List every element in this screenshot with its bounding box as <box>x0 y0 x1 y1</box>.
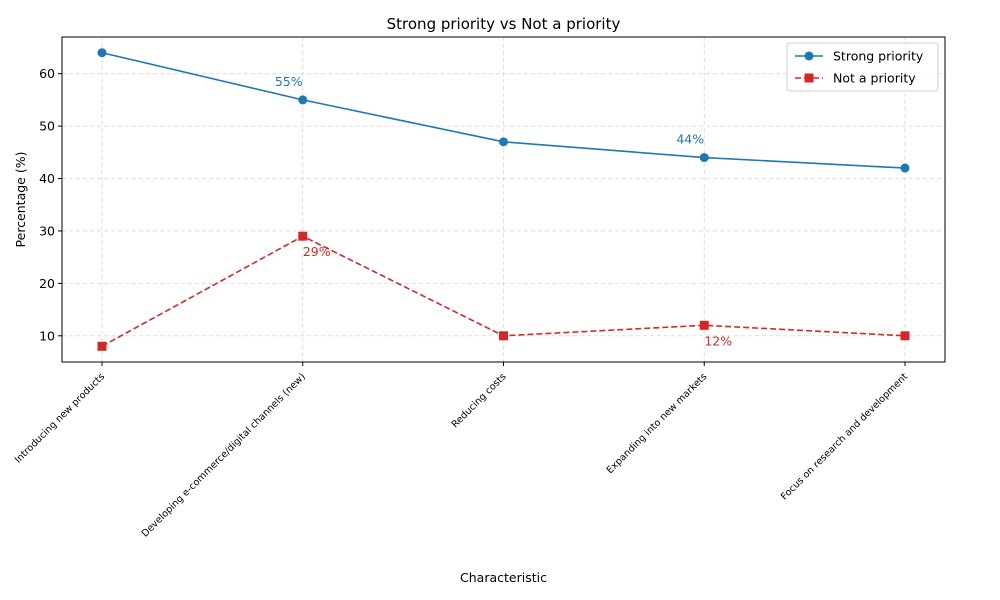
legend-label: Strong priority <box>833 49 924 64</box>
x-axis-label: Characteristic <box>460 570 547 585</box>
chart-title: Strong priority vs Not a priority <box>387 15 621 33</box>
data-point-circle <box>699 153 709 163</box>
legend: Strong priority Not a priority <box>786 42 939 92</box>
y-axis: 10 20 30 40 50 60 <box>39 66 62 343</box>
data-point-circle <box>499 137 508 147</box>
data-point-square <box>298 231 308 241</box>
data-label: 12% <box>704 333 732 348</box>
x-axis: Introducing new products Developing e-com… <box>13 362 910 540</box>
legend-marker-square <box>804 73 814 83</box>
x-tick-label: Reducing costs <box>450 371 509 430</box>
x-tick-label: Developing e-commerce/digital channels (… <box>140 371 308 539</box>
grid <box>62 37 945 362</box>
y-axis-label: Percentage (%) <box>13 152 28 248</box>
legend-box <box>786 42 939 92</box>
x-tick-label: Focus on research and development <box>779 371 910 502</box>
series-group: 55% 44% 29% 12% <box>97 48 910 351</box>
y-tick-label: 10 <box>39 328 55 343</box>
data-point-circle <box>900 163 910 173</box>
y-tick-label: 50 <box>39 119 55 134</box>
x-tick-label: Expanding into new markets <box>605 371 710 476</box>
data-point-square <box>900 331 910 341</box>
y-tick-label: 30 <box>39 223 55 238</box>
y-tick-label: 40 <box>39 171 55 186</box>
y-tick-label: 20 <box>39 276 55 291</box>
data-point-circle <box>97 48 107 58</box>
x-tick-label: Introducing new products <box>13 371 107 465</box>
data-label: 55% <box>275 74 303 89</box>
data-point-square <box>97 341 107 351</box>
data-point-circle <box>298 95 308 105</box>
data-point-square <box>499 331 508 341</box>
legend-label: Not a priority <box>833 71 916 86</box>
data-label: 29% <box>303 244 331 259</box>
data-label: 44% <box>676 132 704 147</box>
data-point-square <box>699 320 709 330</box>
y-tick-label: 60 <box>39 66 55 81</box>
legend-marker-circle <box>804 51 814 61</box>
